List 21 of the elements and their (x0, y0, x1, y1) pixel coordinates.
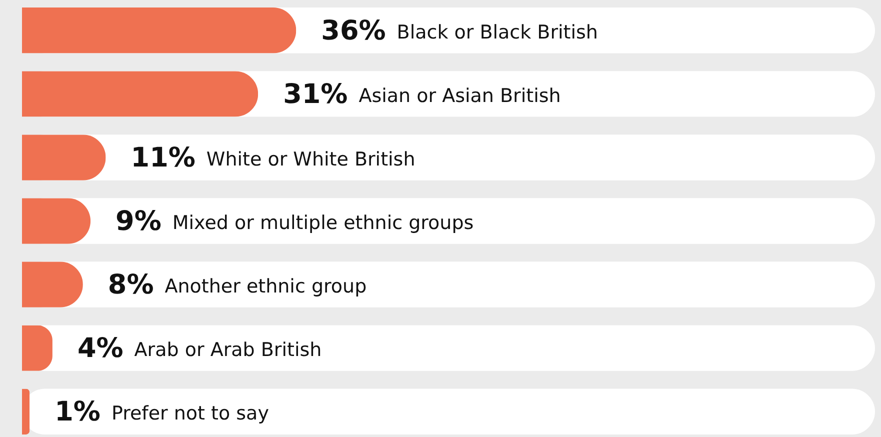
bar (22, 134, 106, 180)
y-tick-label: Another ethnic group (164, 276, 367, 298)
data-label: 36% (321, 15, 386, 46)
data-label: 1% (54, 396, 100, 428)
y-tick-label: Prefer not to say (111, 402, 269, 425)
bar (22, 325, 52, 371)
y-tick-label: Black or Black British (396, 21, 598, 44)
y-tick-label: Asian or Asian British (358, 84, 561, 107)
y-tick-label: Arab or Arab British (134, 339, 322, 362)
bar (22, 198, 91, 244)
bar (22, 262, 83, 308)
y-tick-label: White or White British (206, 148, 416, 170)
data-label: 9% (116, 206, 162, 237)
bar (22, 388, 30, 434)
bar (22, 71, 258, 117)
data-label: 11% (130, 142, 196, 174)
data-label: 31% (283, 78, 348, 110)
data-label: 4% (77, 333, 124, 364)
bar (22, 8, 296, 54)
y-tick-label: Mixed or multiple ethnic groups (172, 212, 474, 234)
data-label: 8% (108, 270, 154, 301)
